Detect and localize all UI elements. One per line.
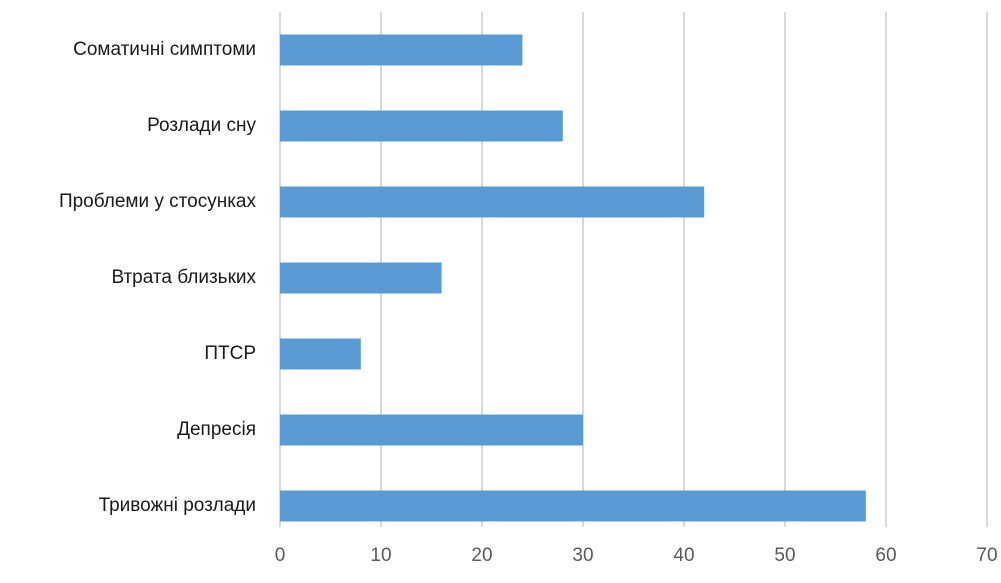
- category-label: Депресія: [177, 419, 256, 440]
- x-tick-label: 0: [275, 545, 286, 566]
- x-tick-label: 60: [875, 545, 896, 566]
- category-labels: Соматичні симптоми Розлади сну Проблеми у …: [59, 39, 257, 516]
- bar: [280, 34, 523, 66]
- x-tick-label: 50: [774, 545, 795, 566]
- x-tick-label: 40: [673, 545, 694, 566]
- bar: [280, 262, 442, 294]
- x-tick-label: 30: [572, 545, 593, 566]
- bar: [280, 186, 705, 218]
- x-tick-label: 10: [370, 545, 391, 566]
- category-label: Розлади сну: [147, 115, 256, 136]
- bar: [280, 338, 361, 370]
- category-label: Соматичні симптоми: [73, 39, 256, 60]
- category-label: ПТСР: [204, 343, 256, 364]
- x-tick-label: 20: [471, 545, 492, 566]
- bar: [280, 414, 583, 446]
- bar: [280, 490, 866, 522]
- x-axis-tick-labels: 0 10 20 30 40 50 60 70: [275, 545, 998, 566]
- x-tick-label: 70: [976, 545, 997, 566]
- bars: [280, 34, 866, 522]
- gridlines: [279, 12, 988, 527]
- category-label: Проблеми у стосунках: [59, 191, 257, 212]
- category-label: Тривожні розлади: [99, 495, 256, 516]
- category-label: Втрата близьких: [111, 267, 256, 288]
- bar: [280, 110, 563, 142]
